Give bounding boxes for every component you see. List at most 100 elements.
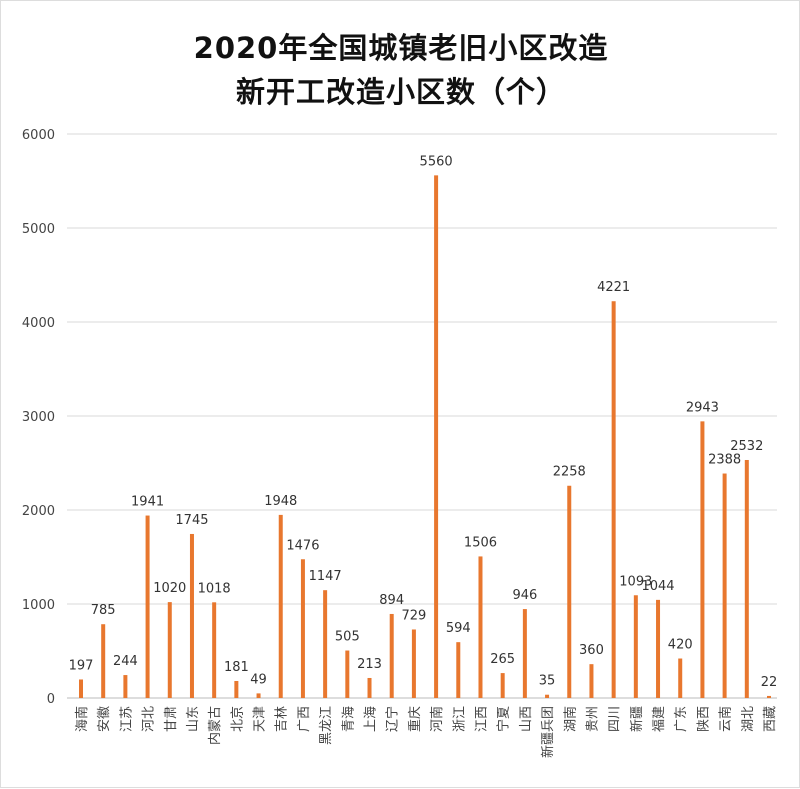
bar xyxy=(389,613,394,698)
data-label: 420 xyxy=(668,638,693,653)
x-tick-label: 河南 xyxy=(429,706,445,732)
bar xyxy=(145,515,150,698)
bar xyxy=(212,602,217,698)
x-tick-label: 重庆 xyxy=(407,706,423,732)
data-label: 1476 xyxy=(286,538,319,553)
bar xyxy=(522,609,527,698)
x-tick-label: 山东 xyxy=(186,706,201,732)
bar xyxy=(767,695,771,698)
bar xyxy=(101,624,106,698)
bar xyxy=(256,693,261,698)
chart-title: 2020年全国城镇老旧小区改造 xyxy=(193,31,609,65)
data-label: 2258 xyxy=(553,465,586,480)
data-label: 1018 xyxy=(198,581,231,596)
bar xyxy=(678,658,683,698)
data-label: 360 xyxy=(579,643,604,658)
y-tick-label: 5000 xyxy=(22,222,55,237)
x-tick-label: 福建 xyxy=(652,706,667,732)
data-label: 1948 xyxy=(264,494,297,509)
data-label: 35 xyxy=(539,674,556,689)
data-label: 1745 xyxy=(175,513,208,528)
bar xyxy=(744,459,749,698)
data-label: 5560 xyxy=(420,154,453,169)
x-tick-label: 海南 xyxy=(74,706,90,732)
data-label: 594 xyxy=(446,621,471,636)
data-label: 2388 xyxy=(708,453,741,468)
data-label: 729 xyxy=(401,608,426,623)
bar xyxy=(700,421,705,698)
x-tick-label: 广西 xyxy=(297,706,312,732)
x-tick-label: 江西 xyxy=(474,706,489,732)
data-label: 1044 xyxy=(641,579,674,594)
data-label: 1020 xyxy=(153,581,186,596)
bar xyxy=(411,629,416,698)
data-label: 49 xyxy=(250,672,267,687)
x-tick-label: 宁夏 xyxy=(496,706,512,732)
data-label: 197 xyxy=(69,658,94,673)
data-label: 265 xyxy=(490,652,515,667)
data-label: 1941 xyxy=(131,495,164,510)
x-tick-label: 辽宁 xyxy=(385,706,401,732)
x-tick-label: 上海 xyxy=(364,706,379,732)
bar xyxy=(234,680,239,698)
data-label: 946 xyxy=(512,588,537,603)
x-tick-label: 黑龙江 xyxy=(319,706,334,745)
bar xyxy=(456,642,461,698)
bar xyxy=(345,650,350,698)
data-label: 244 xyxy=(113,654,138,669)
data-label: 785 xyxy=(91,603,116,618)
x-tick-label: 广东 xyxy=(674,706,689,732)
bar xyxy=(123,675,128,698)
x-tick-label: 湖北 xyxy=(741,706,756,732)
bar xyxy=(278,514,283,698)
x-tick-label: 新疆兵团 xyxy=(540,706,556,758)
data-label: 181 xyxy=(224,660,249,675)
y-tick-label: 3000 xyxy=(22,410,55,425)
bar xyxy=(478,556,483,698)
bar xyxy=(79,679,83,698)
data-label: 2532 xyxy=(730,439,763,454)
data-label: 1506 xyxy=(464,535,497,550)
x-tick-label: 内蒙古 xyxy=(207,706,223,745)
data-label: 894 xyxy=(379,593,404,608)
y-tick-label: 6000 xyxy=(22,128,55,143)
data-label: 4221 xyxy=(597,280,630,295)
x-tick-label: 吉林 xyxy=(275,706,290,732)
bar xyxy=(367,677,372,698)
x-tick-label: 四川 xyxy=(608,706,623,732)
bar xyxy=(300,559,305,698)
x-tick-label: 新疆 xyxy=(629,706,645,732)
bar xyxy=(323,590,328,698)
x-tick-label: 湖南 xyxy=(562,706,578,732)
bar xyxy=(589,664,594,698)
y-tick-label: 4000 xyxy=(22,316,55,331)
x-tick-label: 安徽 xyxy=(97,706,112,732)
y-tick-label: 2000 xyxy=(22,504,55,519)
bar xyxy=(567,485,572,698)
x-tick-label: 天津 xyxy=(253,706,268,732)
bar xyxy=(722,473,727,698)
bar xyxy=(500,673,505,698)
x-tick-label: 西藏 xyxy=(763,706,778,732)
data-label: 1147 xyxy=(309,569,342,584)
x-tick-label: 河北 xyxy=(142,706,157,732)
bar xyxy=(545,694,550,698)
x-tick-label: 山西 xyxy=(519,706,534,732)
x-tick-label: 甘肃 xyxy=(164,706,179,732)
chart-subtitle: 新开工改造小区数（个） xyxy=(235,75,566,109)
bar xyxy=(434,175,439,699)
x-tick-label: 陕西 xyxy=(696,706,711,732)
x-tick-label: 贵州 xyxy=(585,706,600,732)
y-tick-label: 1000 xyxy=(22,598,55,613)
data-label: 2943 xyxy=(686,400,719,415)
bar xyxy=(656,599,661,698)
bar xyxy=(633,595,638,698)
x-tick-label: 青海 xyxy=(341,706,356,732)
bar xyxy=(167,602,172,698)
bar xyxy=(611,301,616,698)
x-tick-label: 云南 xyxy=(718,706,734,732)
data-label: 1093 xyxy=(619,574,652,589)
data-label: 22 xyxy=(761,675,778,690)
